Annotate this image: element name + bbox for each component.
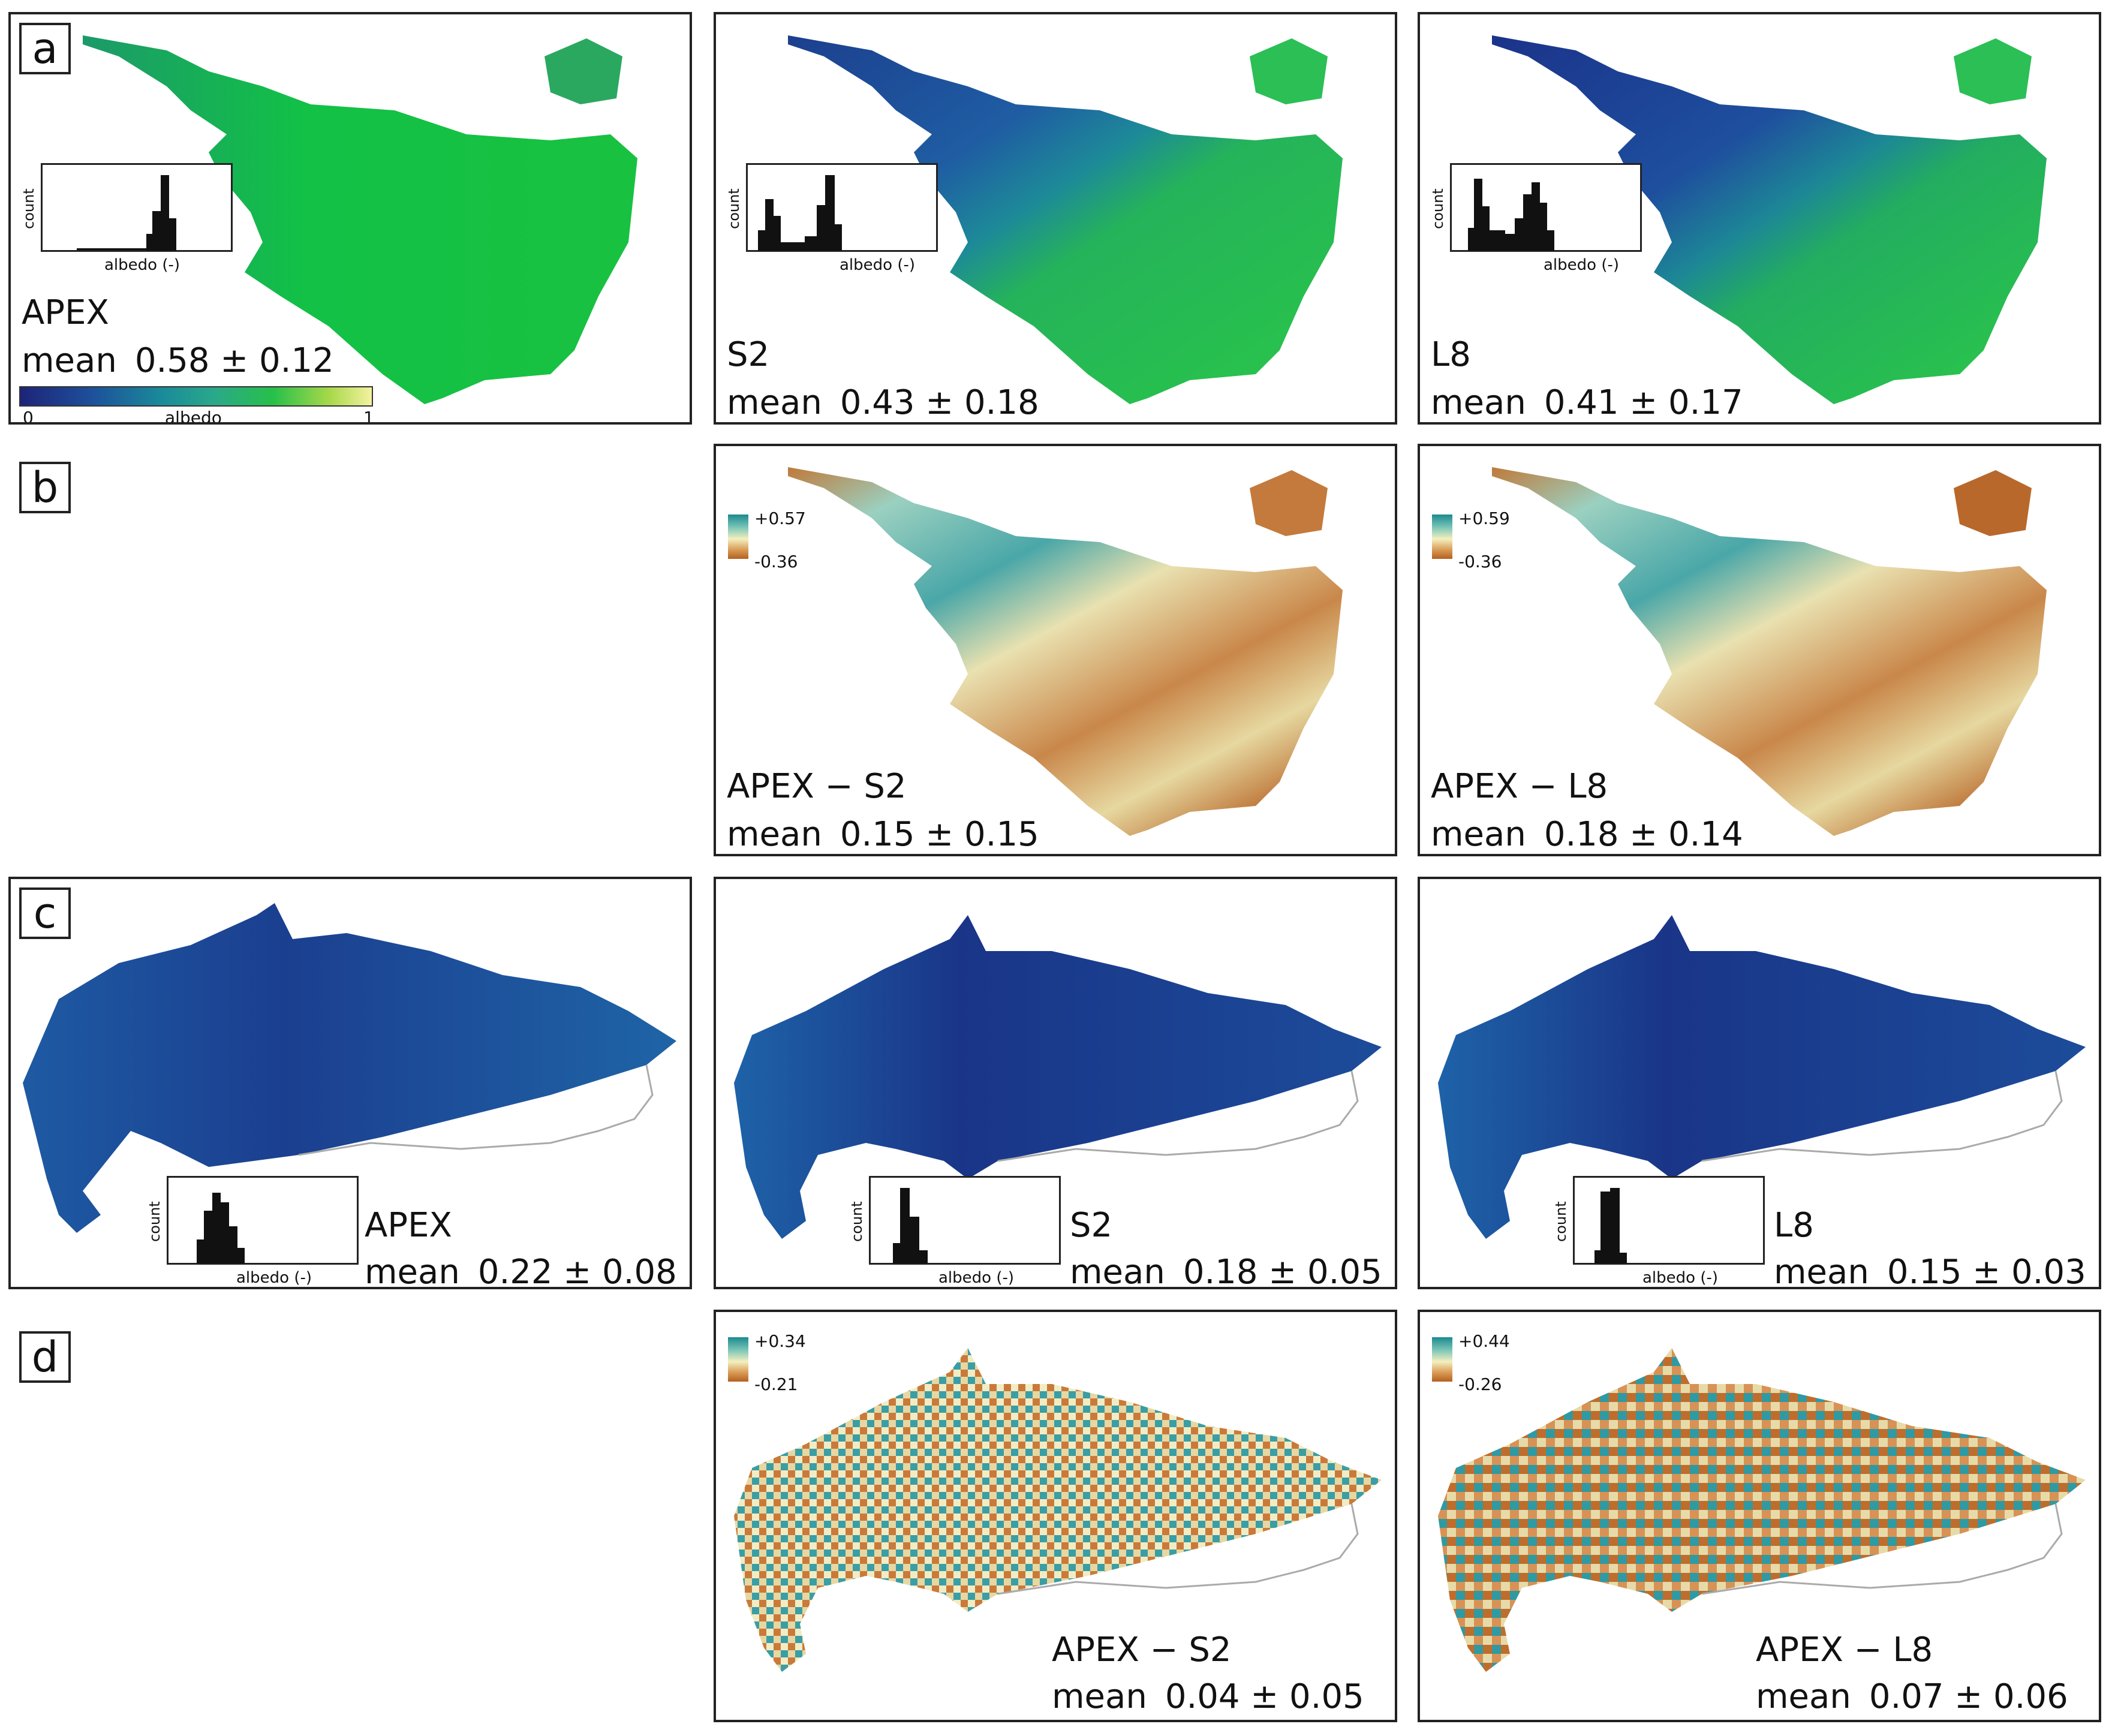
histogram-ylabel: count: [726, 188, 742, 229]
difference-map-apex-l8-c: [1438, 1348, 2086, 1672]
mean-row-apex: mean 0.58 ± 0.12: [22, 344, 334, 378]
dataset-name-apex: APEX: [22, 293, 109, 332]
panel-b-l8-diff: +0.59 -0.36 APEX − L8 mean 0.18 ± 0.14: [1418, 444, 2101, 856]
panel-letter-c: c: [19, 887, 71, 939]
mean-label: mean: [727, 815, 822, 854]
histogram-xlabel: albedo (-): [236, 1269, 312, 1287]
histogram-bars: [893, 1188, 928, 1263]
scale-min: -0.36: [1458, 552, 1502, 571]
panel-a-apex: a count albedo (-) APEX mean 0.58 ± 0.12 …: [8, 12, 692, 425]
histogram-ylabel: count: [849, 1201, 865, 1242]
mean-value-l8: 0.41 ± 0.17: [1544, 383, 1743, 422]
panel-letter-d: d: [19, 1331, 71, 1383]
glacier-map-l8-c: [1438, 915, 2086, 1239]
histogram-ylabel: count: [146, 1201, 163, 1242]
dataset-name-apex-s2: APEX − S2: [727, 767, 907, 806]
histogram-ylabel: count: [1430, 188, 1446, 229]
glacier-map-s2-c: [734, 915, 1382, 1239]
mean-label: mean: [1431, 815, 1526, 854]
mean-row-apex-s2-d: mean 0.04 ± 0.05: [1052, 1680, 1364, 1714]
dataset-name-apex-s2-d: APEX − S2: [1052, 1630, 1232, 1669]
panel-letter-b: b: [19, 462, 71, 513]
mean-value-apex-l8: 0.18 ± 0.14: [1544, 815, 1743, 854]
difference-map-apex-l8: [1492, 467, 2047, 836]
colorbar-max: 1: [363, 408, 374, 425]
mean-row-s2: mean 0.43 ± 0.18: [727, 386, 1039, 420]
mean-label: mean: [1070, 1253, 1165, 1289]
dataset-name-s2-c: S2: [1070, 1206, 1113, 1245]
dataset-name-l8: L8: [1431, 335, 1471, 374]
histogram-bars: [1468, 179, 1554, 251]
mean-value-apex: 0.58 ± 0.12: [134, 341, 334, 380]
difference-colorbar: [1432, 515, 1452, 559]
colorbar-min: 0: [23, 408, 34, 425]
histogram-xlabel: albedo (-): [938, 1269, 1015, 1287]
histogram-bars: [758, 175, 842, 251]
dataset-name-s2: S2: [727, 335, 770, 374]
dataset-name-apex-l8-d: APEX − L8: [1756, 1630, 1933, 1669]
glacier-map-apex: [83, 35, 637, 404]
histogram-bars: [197, 1193, 245, 1263]
panel-letter-a: a: [19, 23, 71, 74]
mean-label: mean: [1774, 1253, 1869, 1289]
histogram-ylabel: count: [1553, 1201, 1569, 1242]
scale-max: +0.44: [1458, 1331, 1510, 1351]
dataset-name-apex-c: APEX: [365, 1206, 452, 1245]
histogram-xlabel: albedo (-): [104, 256, 180, 274]
mean-row-l8: mean 0.41 ± 0.17: [1431, 386, 1743, 420]
dataset-name-apex-l8: APEX − L8: [1431, 767, 1608, 806]
panel-c-s2: count albedo (-) S2 mean 0.18 ± 0.05: [714, 877, 1397, 1289]
scale-min: -0.21: [754, 1374, 798, 1394]
panel-d-l8-diff: +0.44 -0.26 APEX − L8 mean 0.07 ± 0.06: [1418, 1310, 2101, 1722]
panel-d-s2-diff: +0.34 -0.21 APEX − S2 mean 0.04 ± 0.05: [714, 1310, 1397, 1722]
mean-value-apex-l8-d: 0.07 ± 0.06: [1869, 1677, 2068, 1716]
mean-value-apex-s2: 0.15 ± 0.15: [840, 815, 1039, 854]
mean-label: mean: [1052, 1677, 1147, 1716]
mean-label: mean: [727, 383, 822, 422]
difference-map-apex-s2: [788, 467, 1343, 836]
mean-value-l8-c: 0.15 ± 0.03: [1887, 1253, 2086, 1289]
mean-label: mean: [1431, 383, 1526, 422]
difference-colorbar: [728, 515, 748, 559]
mean-row-apex-s2: mean 0.15 ± 0.15: [727, 818, 1039, 852]
glacier-map-l8: [1492, 35, 2047, 404]
scale-max: +0.59: [1458, 509, 1510, 528]
mean-row-l8-c: mean 0.15 ± 0.03: [1774, 1253, 2086, 1289]
histogram-xlabel: albedo (-): [1544, 256, 1620, 274]
histogram-bars: [77, 175, 176, 251]
difference-map-apex-s2-c: [734, 1348, 1382, 1672]
mean-value-s2: 0.43 ± 0.18: [840, 383, 1039, 422]
scale-max: +0.57: [754, 509, 806, 528]
panel-a-l8: count albedo (-) L8 mean 0.41 ± 0.17: [1418, 12, 2101, 425]
panel-a-s2: count albedo (-) S2 mean 0.43 ± 0.18: [714, 12, 1397, 425]
histogram-bars: [1594, 1188, 1627, 1263]
mean-label: mean: [365, 1253, 460, 1289]
mean-value-apex-s2-d: 0.04 ± 0.05: [1165, 1677, 1364, 1716]
histogram-xlabel: albedo (-): [1642, 1269, 1719, 1287]
mean-value-apex-c: 0.22 ± 0.08: [477, 1253, 677, 1289]
mean-value-s2-c: 0.18 ± 0.05: [1183, 1253, 1382, 1289]
scale-min: -0.36: [754, 552, 798, 571]
mean-label: mean: [22, 341, 117, 380]
difference-colorbar: [1432, 1337, 1452, 1382]
panel-b-s2-diff: +0.57 -0.36 APEX − S2 mean 0.15 ± 0.15: [714, 444, 1397, 856]
histogram-xlabel: albedo (-): [840, 256, 916, 274]
scale-max: +0.34: [754, 1331, 806, 1351]
panel-c-apex: c count albedo (-) APEX mean 0.22 ± 0.08: [8, 877, 692, 1289]
difference-colorbar: [728, 1337, 748, 1382]
glacier-map-apex-c: [23, 903, 676, 1233]
mean-row-s2-c: mean 0.18 ± 0.05: [1070, 1253, 1382, 1289]
panel-c-l8: count albedo (-) L8 mean 0.15 ± 0.03: [1418, 877, 2101, 1289]
scale-min: -0.26: [1458, 1374, 1502, 1394]
colorbar-label: albedo: [165, 408, 222, 425]
glacier-map-s2: [788, 35, 1343, 404]
mean-row-apex-c: mean 0.22 ± 0.08: [365, 1253, 677, 1289]
mean-row-apex-l8-d: mean 0.07 ± 0.06: [1756, 1680, 2068, 1714]
histogram-ylabel: count: [20, 188, 37, 229]
mean-row-apex-l8: mean 0.18 ± 0.14: [1431, 818, 1743, 852]
dataset-name-l8-c: L8: [1774, 1206, 1814, 1245]
mean-label: mean: [1756, 1677, 1851, 1716]
